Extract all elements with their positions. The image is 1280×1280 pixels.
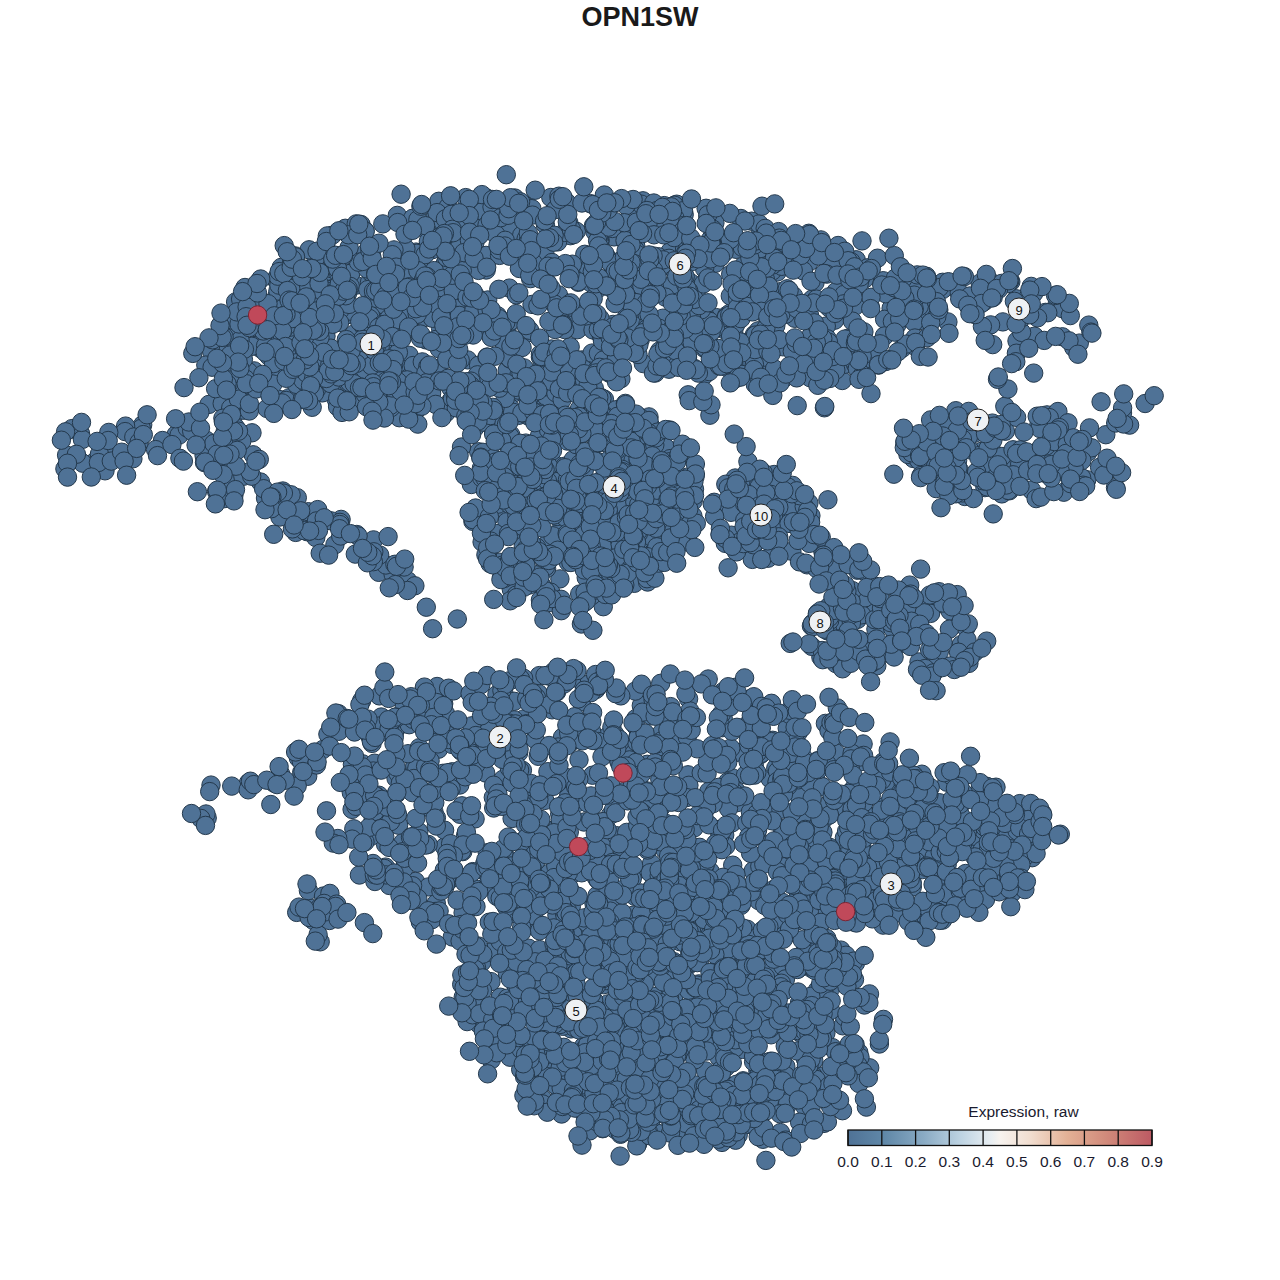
svg-text:0.5: 0.5: [1006, 1153, 1028, 1170]
svg-text:0.9: 0.9: [1141, 1153, 1163, 1170]
svg-text:0.6: 0.6: [1040, 1153, 1062, 1170]
svg-text:0.1: 0.1: [871, 1153, 893, 1170]
svg-text:0.8: 0.8: [1107, 1153, 1129, 1170]
svg-text:0.0: 0.0: [837, 1153, 859, 1170]
svg-text:0.7: 0.7: [1074, 1153, 1096, 1170]
svg-text:Expression, raw: Expression, raw: [968, 1103, 1079, 1120]
svg-text:0.4: 0.4: [972, 1153, 994, 1170]
svg-text:0.3: 0.3: [939, 1153, 961, 1170]
svg-text:0.2: 0.2: [905, 1153, 927, 1170]
